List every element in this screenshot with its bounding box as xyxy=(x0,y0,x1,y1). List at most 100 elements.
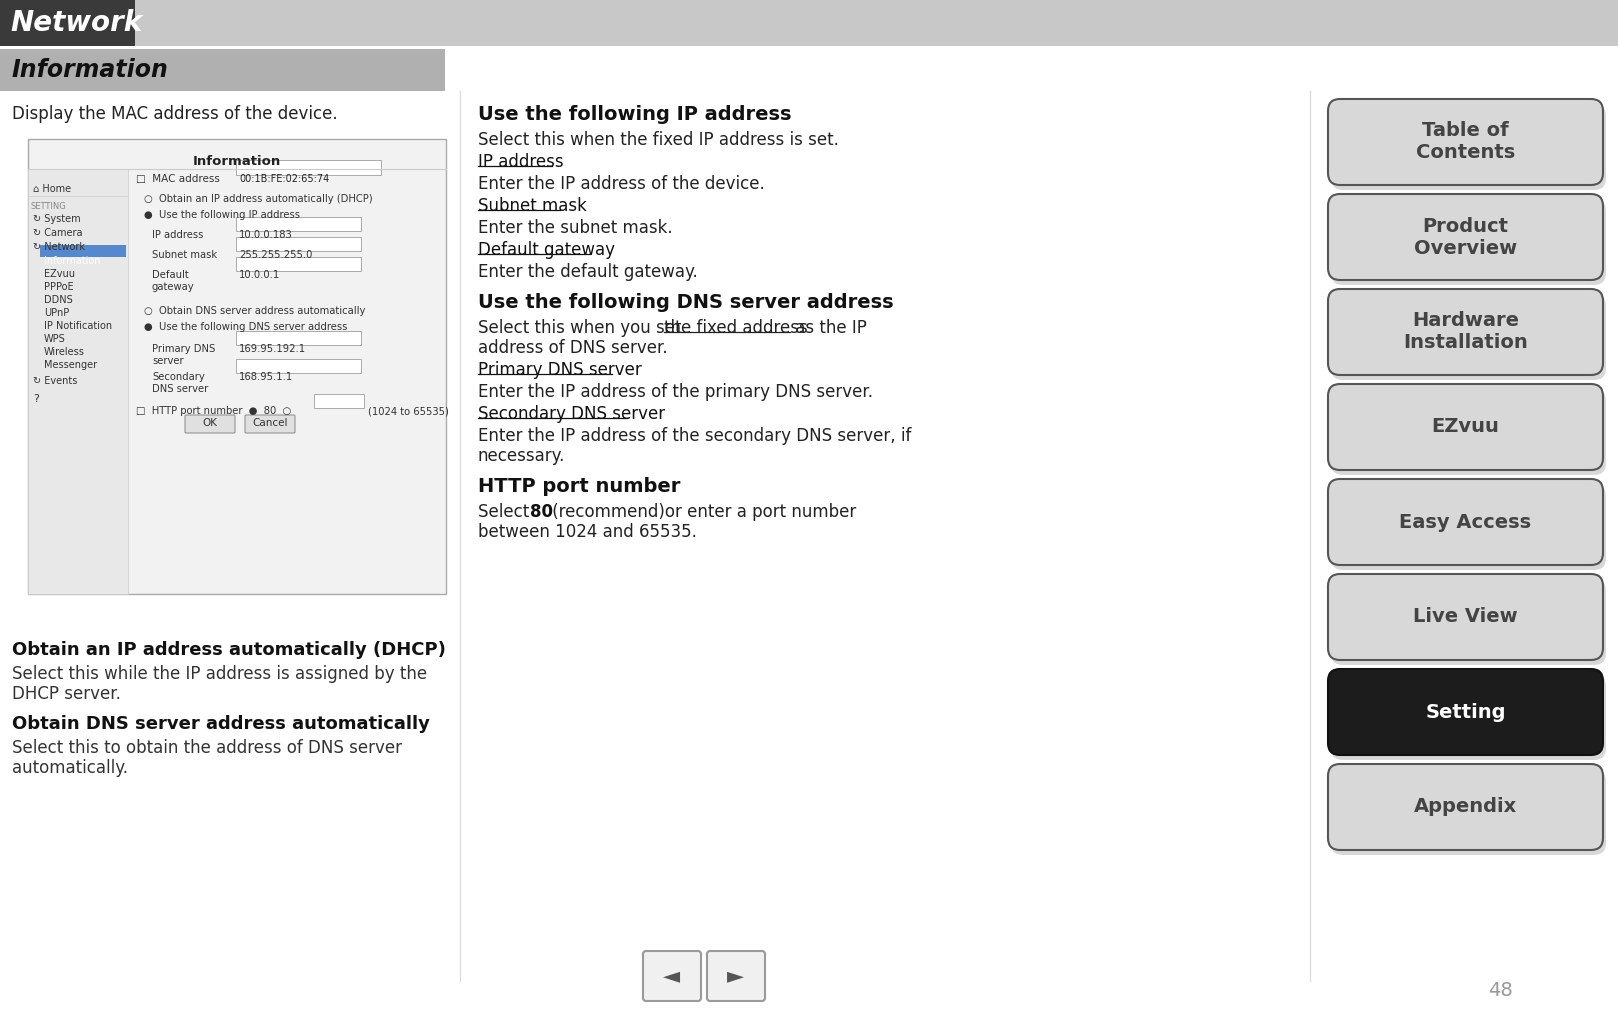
Text: DHCP server.: DHCP server. xyxy=(11,685,121,703)
FancyBboxPatch shape xyxy=(1332,104,1607,190)
FancyBboxPatch shape xyxy=(707,951,765,1001)
Text: Select this when you set: Select this when you set xyxy=(477,319,686,337)
Text: ⌂ Home: ⌂ Home xyxy=(32,184,71,194)
FancyBboxPatch shape xyxy=(1332,389,1607,475)
Text: automatically.: automatically. xyxy=(11,759,128,777)
Text: Enter the IP address of the primary DNS server.: Enter the IP address of the primary DNS … xyxy=(477,383,874,401)
Text: Default gateway: Default gateway xyxy=(477,241,615,259)
Text: SETTING: SETTING xyxy=(31,202,66,211)
FancyBboxPatch shape xyxy=(1332,199,1607,285)
Text: 80: 80 xyxy=(531,503,553,521)
FancyBboxPatch shape xyxy=(1328,669,1603,755)
Text: Select: Select xyxy=(477,503,534,521)
FancyBboxPatch shape xyxy=(0,49,445,91)
Text: DDNS: DDNS xyxy=(44,295,73,305)
Text: Display the MAC address of the device.: Display the MAC address of the device. xyxy=(11,105,338,123)
Text: (1024 to 65535): (1024 to 65535) xyxy=(367,406,448,415)
FancyBboxPatch shape xyxy=(1328,384,1603,470)
Text: 168.95.1.1: 168.95.1.1 xyxy=(239,372,293,383)
Text: Information: Information xyxy=(193,155,282,168)
FancyBboxPatch shape xyxy=(1328,194,1603,280)
Text: Wireless: Wireless xyxy=(44,347,84,357)
Text: Product
Overview: Product Overview xyxy=(1414,217,1518,258)
Text: Secondary
DNS server: Secondary DNS server xyxy=(152,372,209,394)
FancyBboxPatch shape xyxy=(236,217,361,231)
Text: Table of
Contents: Table of Contents xyxy=(1416,122,1514,163)
Text: Network: Network xyxy=(10,9,142,37)
Text: ?: ? xyxy=(32,394,39,404)
FancyBboxPatch shape xyxy=(236,359,361,373)
Text: □  MAC address: □ MAC address xyxy=(136,174,220,184)
Text: IP address: IP address xyxy=(152,230,204,240)
Text: ↻ Camera: ↻ Camera xyxy=(32,228,83,238)
Text: ↻ System: ↻ System xyxy=(32,214,81,224)
Text: ↻ Events: ↻ Events xyxy=(32,376,78,386)
FancyBboxPatch shape xyxy=(1328,574,1603,660)
Text: UPnP: UPnP xyxy=(44,308,70,318)
Text: Live View: Live View xyxy=(1413,607,1518,627)
Text: ↻ Network: ↻ Network xyxy=(32,242,86,252)
Text: Enter the IP address of the secondary DNS server, if: Enter the IP address of the secondary DN… xyxy=(477,427,911,445)
FancyBboxPatch shape xyxy=(244,415,294,433)
FancyBboxPatch shape xyxy=(1328,479,1603,565)
Text: Subnet mask: Subnet mask xyxy=(477,197,587,215)
Text: 255.255.255.0: 255.255.255.0 xyxy=(239,250,312,260)
Text: Default
gateway: Default gateway xyxy=(152,270,194,292)
Text: Primary DNS
server: Primary DNS server xyxy=(152,344,215,366)
Text: the fixed address: the fixed address xyxy=(663,319,807,337)
Text: Enter the IP address of the device.: Enter the IP address of the device. xyxy=(477,175,765,193)
Text: ►: ► xyxy=(728,966,744,986)
FancyBboxPatch shape xyxy=(1332,769,1607,855)
Text: Enter the default gateway.: Enter the default gateway. xyxy=(477,263,697,281)
FancyBboxPatch shape xyxy=(134,0,1618,46)
Text: OK: OK xyxy=(202,418,217,428)
Text: Primary DNS server: Primary DNS server xyxy=(477,361,642,379)
Text: IP Notification: IP Notification xyxy=(44,321,112,331)
Text: Obtain an IP address automatically (DHCP): Obtain an IP address automatically (DHCP… xyxy=(11,641,447,659)
Text: as the IP: as the IP xyxy=(791,319,867,337)
Text: 10.0.0.1: 10.0.0.1 xyxy=(239,270,280,280)
Text: ●  Use the following IP address: ● Use the following IP address xyxy=(144,210,299,220)
FancyBboxPatch shape xyxy=(1332,674,1607,760)
Text: address of DNS server.: address of DNS server. xyxy=(477,339,668,357)
FancyBboxPatch shape xyxy=(184,415,235,433)
Text: Select this while the IP address is assigned by the: Select this while the IP address is assi… xyxy=(11,665,427,683)
FancyBboxPatch shape xyxy=(236,257,361,271)
FancyBboxPatch shape xyxy=(642,951,701,1001)
Text: Hardware
Installation: Hardware Installation xyxy=(1403,311,1527,353)
Text: EZvuu: EZvuu xyxy=(44,269,74,279)
Text: PPPoE: PPPoE xyxy=(44,282,74,292)
Text: Select this to obtain the address of DNS server: Select this to obtain the address of DNS… xyxy=(11,739,401,757)
FancyBboxPatch shape xyxy=(1332,294,1607,380)
FancyBboxPatch shape xyxy=(236,237,361,251)
Text: necessary.: necessary. xyxy=(477,447,565,465)
Text: ●  Use the following DNS server address: ● Use the following DNS server address xyxy=(144,322,348,332)
Text: Secondary DNS server: Secondary DNS server xyxy=(477,405,665,423)
Text: □  HTTP port number  ●  80  ○: □ HTTP port number ● 80 ○ xyxy=(136,406,291,415)
Text: Subnet mask: Subnet mask xyxy=(152,250,217,260)
Text: Messenger: Messenger xyxy=(44,360,97,370)
Text: ○  Obtain DNS server address automatically: ○ Obtain DNS server address automaticall… xyxy=(144,306,366,315)
Text: Appendix: Appendix xyxy=(1414,798,1518,817)
Text: Cancel: Cancel xyxy=(252,418,288,428)
Text: ○  Obtain an IP address automatically (DHCP): ○ Obtain an IP address automatically (DH… xyxy=(144,194,372,204)
Text: IP address: IP address xyxy=(477,153,563,171)
Text: 48: 48 xyxy=(1487,982,1513,1000)
Text: Select this when the fixed IP address is set.: Select this when the fixed IP address is… xyxy=(477,131,838,149)
Text: Obtain DNS server address automatically: Obtain DNS server address automatically xyxy=(11,716,430,733)
FancyBboxPatch shape xyxy=(1332,484,1607,570)
Text: Easy Access: Easy Access xyxy=(1400,512,1532,532)
FancyBboxPatch shape xyxy=(1328,289,1603,375)
Text: Use the following DNS server address: Use the following DNS server address xyxy=(477,293,893,312)
Text: Use the following IP address: Use the following IP address xyxy=(477,105,791,124)
FancyBboxPatch shape xyxy=(1328,764,1603,850)
FancyBboxPatch shape xyxy=(236,160,380,175)
Text: 00:1B:FE:02:65:74: 00:1B:FE:02:65:74 xyxy=(239,174,328,184)
FancyBboxPatch shape xyxy=(40,245,126,257)
Text: Information: Information xyxy=(11,58,168,82)
FancyBboxPatch shape xyxy=(236,331,361,345)
Text: ◄: ◄ xyxy=(663,966,681,986)
Text: EZvuu: EZvuu xyxy=(1432,418,1500,436)
Text: 169.95.192.1: 169.95.192.1 xyxy=(239,344,306,354)
Text: between 1024 and 65535.: between 1024 and 65535. xyxy=(477,523,697,541)
